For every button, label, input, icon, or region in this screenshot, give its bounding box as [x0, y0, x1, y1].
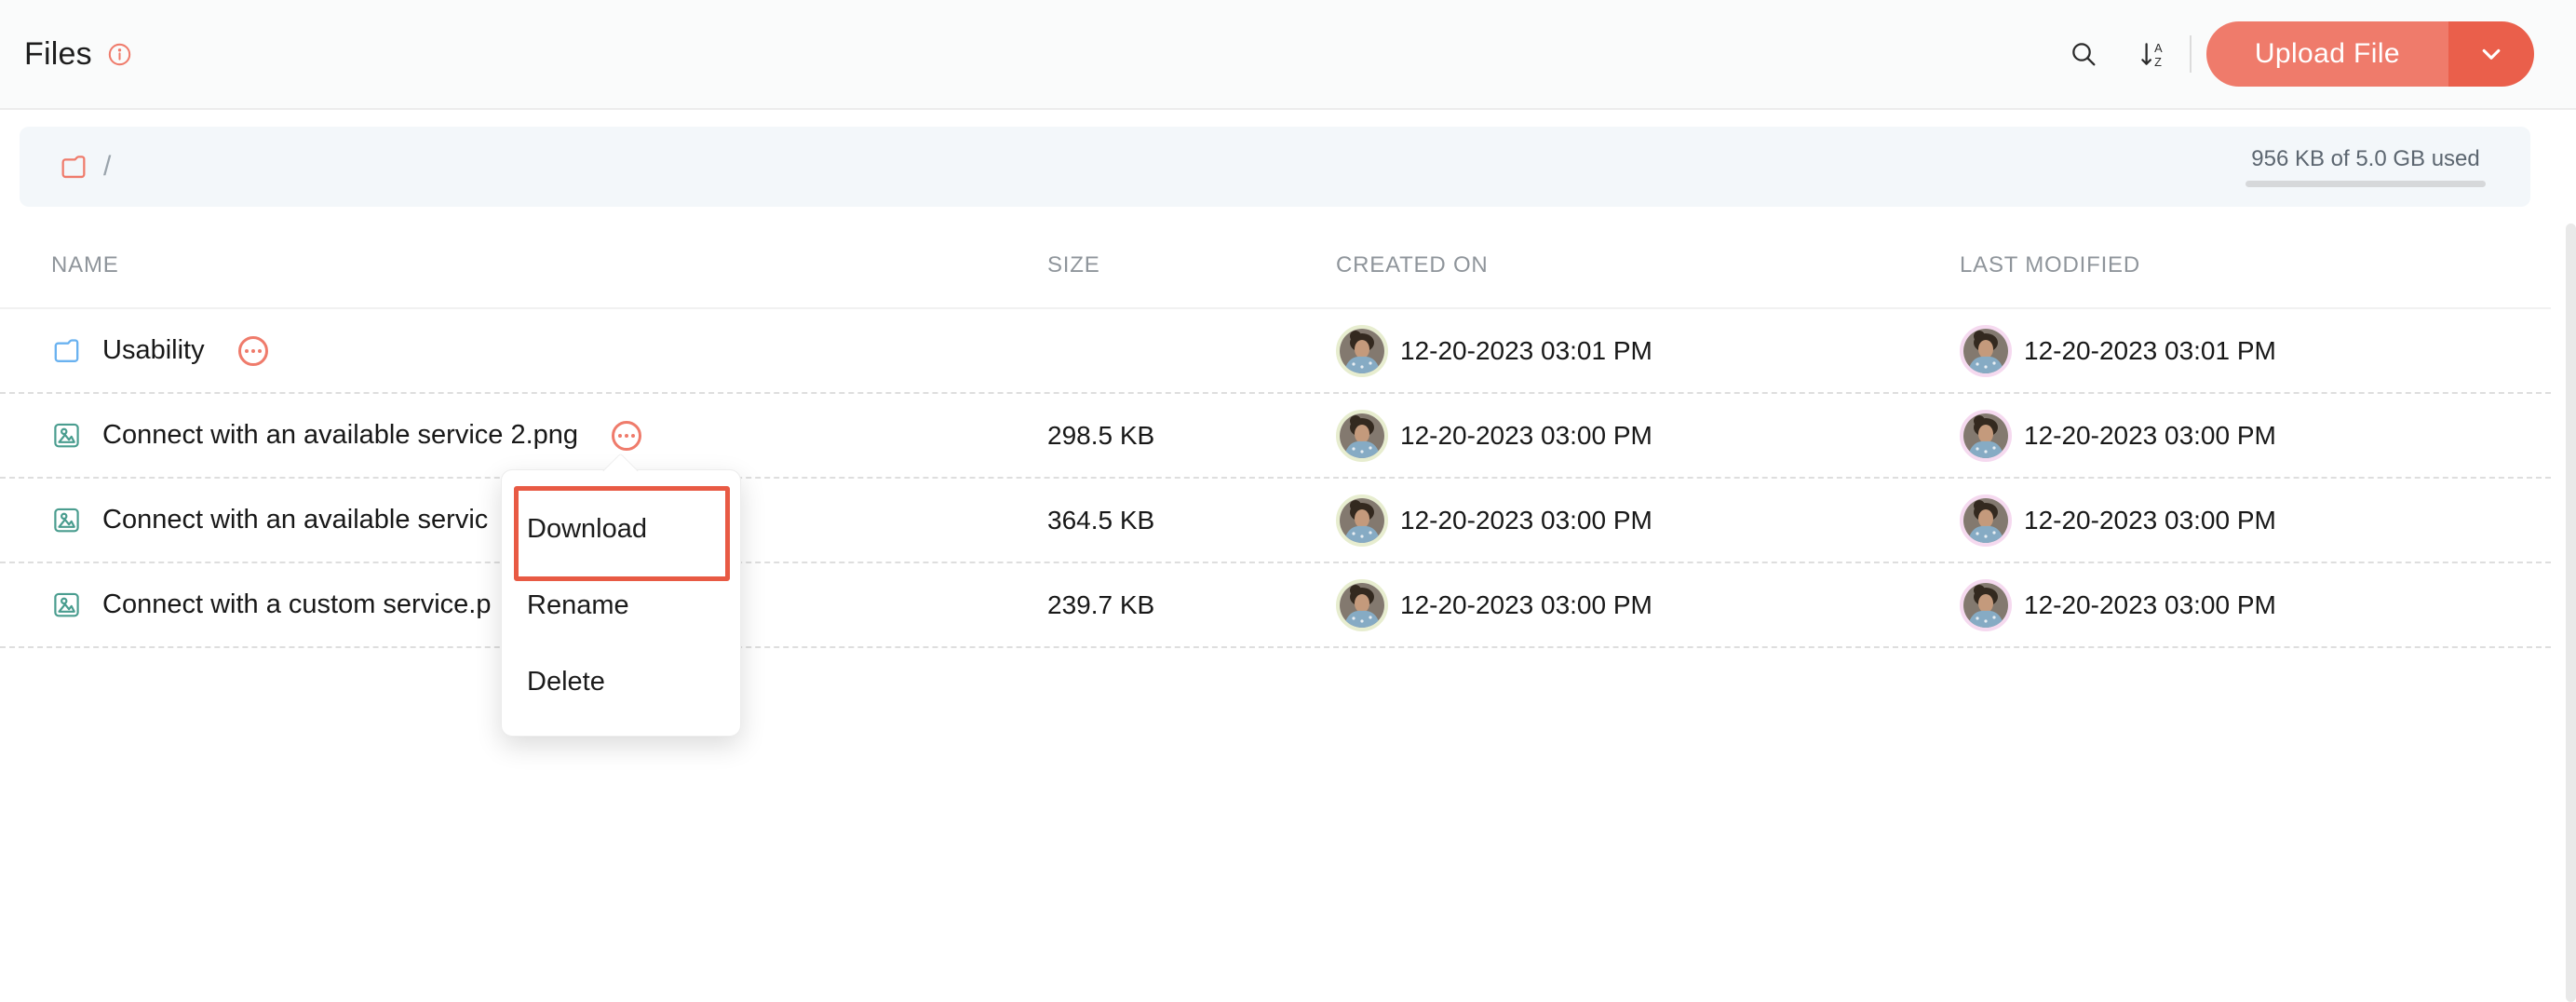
svg-text:A: A: [2154, 41, 2163, 55]
page-title: Files: [24, 35, 92, 72]
avatar: [1336, 324, 1388, 377]
chevron-down-icon: [2482, 48, 2501, 60]
storage-progressbar: [2246, 181, 2486, 187]
avatar: [1960, 578, 2012, 631]
folder-icon: [54, 339, 79, 362]
column-header-created: CREATED ON: [1336, 252, 1489, 278]
info-icon[interactable]: [107, 42, 132, 67]
sort-az-icon: A Z: [2141, 41, 2163, 69]
avatar: [1960, 324, 2012, 377]
menu-item-rename[interactable]: Rename: [527, 589, 629, 620]
context-menu: Download Rename Delete: [501, 453, 741, 737]
table-row[interactable]: Usability 12-20-2023 03:01 PM 12-20-2023…: [0, 309, 2551, 394]
more-options-button[interactable]: [612, 420, 642, 451]
created-on: 12-20-2023 03:00 PM: [1400, 589, 1652, 619]
file-name: Usability: [102, 335, 205, 365]
image-file-icon: [54, 508, 79, 533]
breadcrumb-separator: /: [103, 151, 112, 182]
scrollbar-thumb[interactable]: [2566, 223, 2576, 1002]
top-bar: Files A Z: [0, 0, 2576, 110]
created-on: 12-20-2023 03:00 PM: [1400, 420, 1652, 450]
sort-button[interactable]: A Z: [2132, 34, 2173, 74]
last-modified: 12-20-2023 03:00 PM: [2024, 589, 2276, 619]
table-row[interactable]: Connect with an available service 2.png …: [0, 394, 2551, 479]
breadcrumb-root-folder[interactable]: [59, 152, 88, 182]
avatar: [1960, 494, 2012, 547]
search-button[interactable]: [2063, 34, 2104, 74]
image-file-icon: [54, 423, 79, 448]
image-file-icon: [54, 592, 79, 617]
more-options-button[interactable]: [237, 335, 268, 366]
file-name: Connect with an available service 2.png: [102, 420, 579, 450]
toolbar-divider: [2189, 35, 2192, 73]
avatar: [1336, 494, 1388, 547]
column-header-name: NAME: [51, 252, 119, 278]
avatar: [1960, 409, 2012, 462]
table-row[interactable]: Connect with a custom service.p 239.7 KB…: [0, 563, 2551, 648]
svg-text:Z: Z: [2154, 55, 2162, 69]
table-header: NAME SIZE CREATED ON LAST MODIFIED: [0, 223, 2551, 309]
last-modified: 12-20-2023 03:01 PM: [2024, 335, 2276, 365]
column-header-size: SIZE: [1047, 252, 1100, 278]
breadcrumb-bar: / 956 KB of 5.0 GB used: [20, 127, 2530, 207]
created-on: 12-20-2023 03:01 PM: [1400, 335, 1652, 365]
avatar: [1336, 578, 1388, 631]
upload-file-button[interactable]: Upload File: [2205, 21, 2448, 87]
last-modified: 12-20-2023 03:00 PM: [2024, 420, 2276, 450]
folder-icon: [61, 156, 86, 179]
menu-item-download[interactable]: Download: [527, 513, 647, 544]
file-size: 364.5 KB: [1047, 505, 1155, 535]
upload-options-button[interactable]: [2448, 21, 2534, 87]
column-header-modified: LAST MODIFIED: [1960, 252, 2140, 278]
file-size: 239.7 KB: [1047, 589, 1155, 619]
files-table: NAME SIZE CREATED ON LAST MODIFIED Usabi…: [0, 223, 2551, 648]
storage-usage-text: 956 KB of 5.0 GB used: [2251, 146, 2480, 171]
menu-item-delete[interactable]: Delete: [527, 666, 605, 697]
last-modified: 12-20-2023 03:00 PM: [2024, 505, 2276, 535]
upload-split-button: Upload File: [2205, 21, 2534, 87]
avatar: [1336, 409, 1388, 462]
file-name: Connect with an available servic: [102, 505, 489, 535]
file-name: Connect with a custom service.p: [102, 589, 492, 619]
table-row[interactable]: Connect with an available servic 364.5 K…: [0, 479, 2551, 563]
created-on: 12-20-2023 03:00 PM: [1400, 505, 1652, 535]
search-icon: [2072, 43, 2096, 66]
storage-usage: 956 KB of 5.0 GB used: [2246, 146, 2486, 187]
file-size: 298.5 KB: [1047, 420, 1155, 450]
